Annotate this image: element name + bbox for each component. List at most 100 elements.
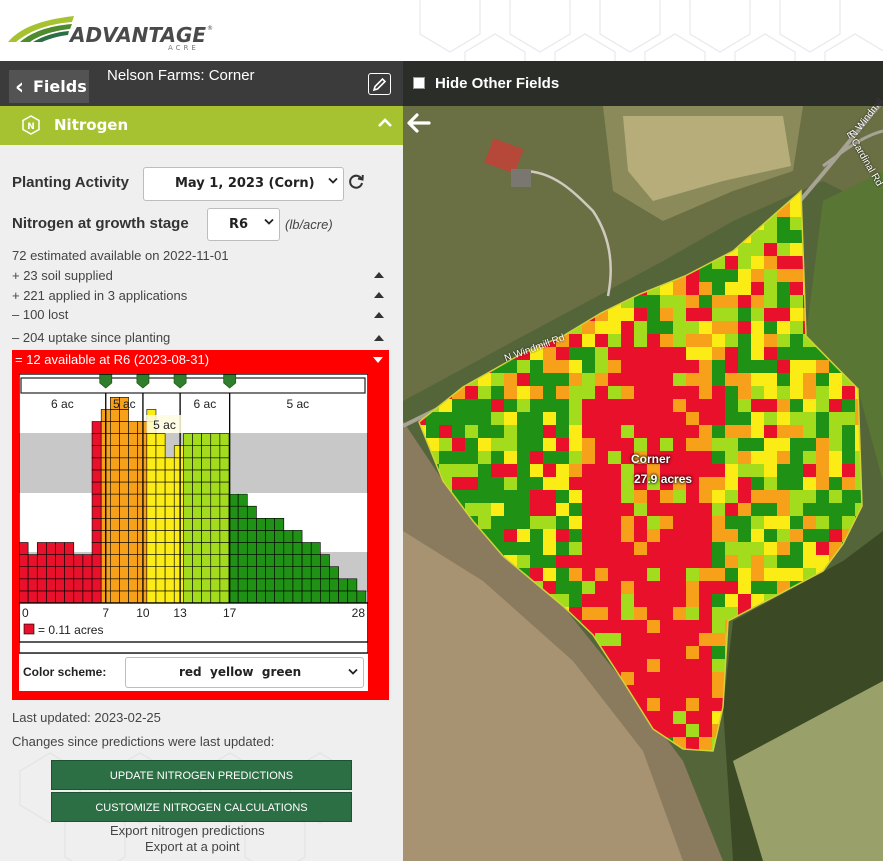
heat-map-cell xyxy=(478,438,491,451)
heat-map-cell xyxy=(621,308,634,321)
histogram-square xyxy=(283,554,294,568)
heat-map-cell xyxy=(842,438,855,451)
refresh-icon[interactable] xyxy=(347,173,365,191)
histogram-square xyxy=(64,566,75,580)
heat-map-cell xyxy=(647,347,660,360)
heat-map-cell xyxy=(686,620,699,633)
heat-map-cell xyxy=(764,230,777,243)
histogram-square xyxy=(292,578,303,592)
nitrogen-section-header[interactable]: N Nitrogen xyxy=(0,106,403,145)
heat-map-cell xyxy=(517,477,530,490)
histogram-square xyxy=(146,481,157,495)
chevron-down-icon xyxy=(328,177,338,184)
satellite-map[interactable]: N Windmill Rd E Cardinal Rd N Windmill H… xyxy=(403,61,883,861)
heat-map-cell xyxy=(582,464,595,477)
heat-map-cell xyxy=(608,386,621,399)
histogram-square xyxy=(256,542,266,555)
heat-map-cell xyxy=(608,334,621,347)
planting-activity-select[interactable]: May 1, 2023 (Corn) xyxy=(143,167,344,201)
histogram-square xyxy=(283,542,294,555)
map-canvas[interactable] xyxy=(403,61,883,861)
update-predictions-button[interactable]: UPDATE NITROGEN PREDICTIONS xyxy=(51,760,352,790)
heat-map-cell xyxy=(725,594,738,607)
expand-soil-icon[interactable] xyxy=(374,272,384,278)
heat-map-cell xyxy=(582,412,595,425)
expand-uptake-icon[interactable] xyxy=(374,335,384,341)
heat-map-cell xyxy=(699,282,712,295)
heat-map-cell xyxy=(647,529,660,542)
heat-map-cell xyxy=(530,503,543,516)
expand-lost-icon[interactable] xyxy=(374,312,384,318)
heat-map-cell xyxy=(712,295,725,308)
heat-map-cell xyxy=(751,451,764,464)
heat-map-cell xyxy=(686,386,699,399)
heat-map-cell xyxy=(764,360,777,373)
zone-acreage-label: 5 ac xyxy=(153,418,176,432)
histogram-square xyxy=(192,542,202,555)
heat-map-cell xyxy=(699,373,712,386)
edit-field-button[interactable] xyxy=(368,73,391,95)
histogram-square xyxy=(91,433,102,446)
legend-square-icon xyxy=(23,623,35,635)
histogram-square xyxy=(219,590,230,604)
histogram-square xyxy=(246,518,257,531)
heat-map-cell xyxy=(738,451,751,464)
heat-map-cell xyxy=(582,334,595,347)
chevron-up-icon[interactable] xyxy=(378,118,392,128)
heat-map-cell xyxy=(686,607,699,620)
heat-map-cell xyxy=(504,477,517,490)
heat-map-cell xyxy=(699,711,712,724)
heat-map-cell xyxy=(725,256,738,269)
threshold-handle xyxy=(223,374,237,389)
histogram-square xyxy=(265,554,275,568)
heat-map-cell xyxy=(582,321,595,334)
heat-map-cell xyxy=(738,516,751,529)
histogram-square xyxy=(173,518,184,531)
export-predictions-link[interactable]: Export nitrogen predictions xyxy=(110,823,265,838)
heat-map-cell xyxy=(543,451,556,464)
histogram-square xyxy=(128,421,139,434)
heat-map-cell xyxy=(660,412,673,425)
heat-map-cell xyxy=(790,464,803,477)
histogram-square xyxy=(137,433,148,446)
hide-other-fields-checkbox[interactable] xyxy=(413,77,425,89)
heat-map-cell xyxy=(621,542,634,555)
export-at-point-link[interactable]: Export at a point xyxy=(145,839,240,854)
histogram-square xyxy=(228,542,239,555)
nitrogen-badge-icon: N xyxy=(22,115,40,135)
color-scheme-select[interactable]: red yellow green xyxy=(125,657,364,688)
heat-map-cell xyxy=(647,412,660,425)
collapse-available-icon[interactable] xyxy=(373,357,383,363)
heat-map-cell xyxy=(504,438,517,451)
heat-map-cell xyxy=(699,295,712,308)
heat-map-cell xyxy=(777,360,790,373)
heat-map-cell xyxy=(738,503,751,516)
histogram-square xyxy=(110,481,120,495)
growth-stage-select[interactable]: R6 xyxy=(207,208,280,241)
heat-map-cell xyxy=(751,529,764,542)
heat-map-cell xyxy=(569,373,582,386)
heat-map-cell xyxy=(569,360,582,373)
heat-map-cell xyxy=(816,542,829,555)
heat-map-cell xyxy=(751,347,764,360)
unit-label: (lb/acre) xyxy=(285,217,333,232)
histogram-square xyxy=(128,481,139,495)
heat-map-cell xyxy=(504,464,517,477)
histogram-square xyxy=(137,542,148,555)
heat-map-cell xyxy=(764,347,777,360)
advantage-acre-logo[interactable]: ADVANTAGE ® ACRE xyxy=(6,12,216,52)
hide-other-fields-label[interactable]: Hide Other Fields xyxy=(435,75,560,92)
histogram-square xyxy=(128,457,139,471)
heat-map-cell xyxy=(634,464,647,477)
heat-map-cell xyxy=(751,568,764,581)
heat-map-cell xyxy=(699,633,712,646)
back-to-fields-button[interactable]: ‹ Fields xyxy=(9,70,89,103)
customize-calculations-button[interactable]: CUSTOMIZE NITROGEN CALCULATIONS xyxy=(51,792,352,822)
histogram-square xyxy=(110,578,120,592)
arrow-left-icon[interactable] xyxy=(405,111,433,135)
expand-applied-icon[interactable] xyxy=(374,292,384,298)
heat-map-cell xyxy=(530,412,543,425)
heat-map-cell xyxy=(712,568,725,581)
heat-map-cell xyxy=(543,516,556,529)
heat-map-cell xyxy=(517,438,530,451)
